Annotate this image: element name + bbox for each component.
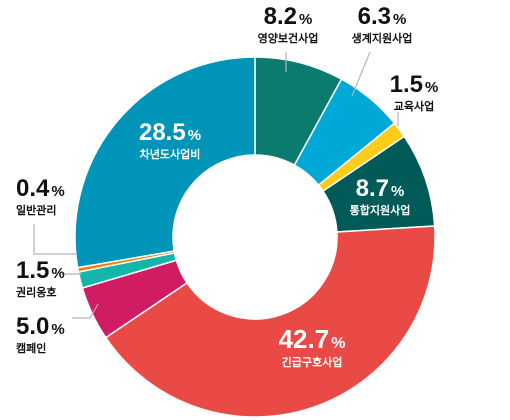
value-label-2: 6.3% (358, 3, 407, 30)
category-label-3: 교육사업 (394, 99, 434, 113)
slice-9 (74, 56, 256, 269)
category-label-9: 차년도사업비 (140, 147, 201, 161)
category-label-8: 일반관리 (16, 203, 56, 217)
category-label-4: 통합지원사업 (350, 203, 411, 217)
value-label-4: 8.7% (356, 175, 405, 202)
value-label-3: 1.5% (390, 71, 439, 98)
slice-5 (104, 225, 436, 418)
category-label-6: 캠페인 (16, 341, 46, 355)
value-label-9: 28.5% (139, 119, 201, 146)
leader-line-2 (351, 51, 371, 97)
leader-line-8 (33, 224, 76, 255)
category-label-1: 영양보건사업 (258, 31, 319, 45)
value-label-5: 42.7% (279, 324, 346, 354)
category-label-2: 생계지원사업 (352, 31, 413, 45)
leader-line-6 (72, 303, 99, 319)
value-label-6: 5.0% (16, 313, 65, 340)
value-label-7: 1.5% (16, 257, 65, 284)
category-label-7: 권리옹호 (16, 285, 56, 299)
value-label-8: 0.4% (16, 175, 65, 202)
category-label-5: 긴급구호사업 (282, 355, 343, 369)
value-label-1: 8.2% (264, 3, 313, 30)
